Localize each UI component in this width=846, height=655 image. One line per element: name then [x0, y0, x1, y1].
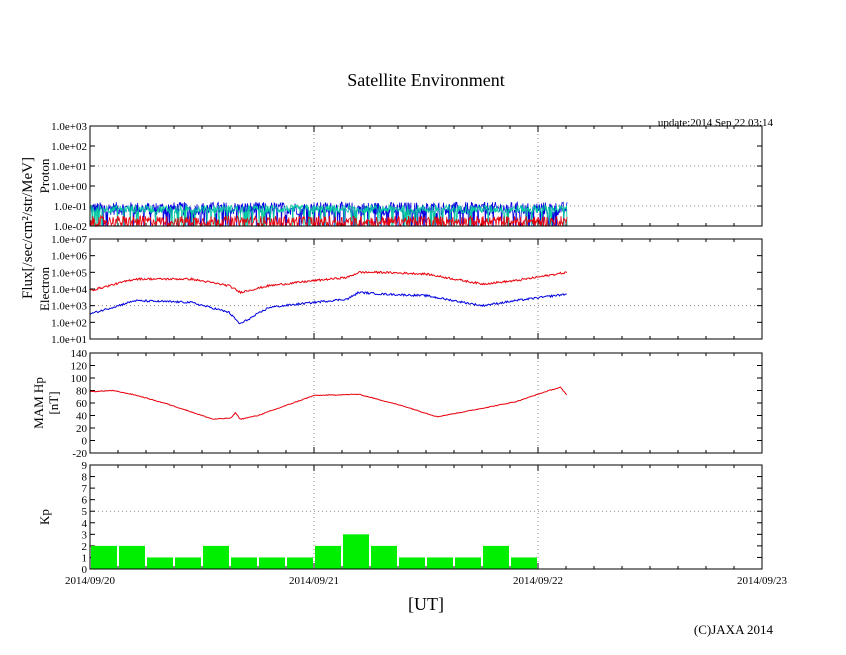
y-tick-label: 0 — [82, 436, 88, 448]
y-tick-label: 1.0e+02 — [51, 317, 87, 329]
kp-bar — [371, 545, 397, 569]
kp-bar — [427, 557, 453, 569]
y-tick-label: 140 — [71, 348, 88, 360]
kp-bar — [259, 557, 285, 569]
x-axis-label: [UT] — [408, 594, 444, 614]
y-tick-label: 6 — [82, 495, 88, 507]
panel-ylabel: Electron — [37, 266, 52, 311]
y-tick-label: 5 — [82, 506, 88, 518]
y-tick-label: 8 — [82, 472, 88, 484]
y-tick-label: 1.0e-02 — [54, 221, 87, 233]
electron-series-red — [89, 270, 568, 295]
x-tick-label: 2014/09/22 — [513, 575, 563, 587]
y-tick-label: 2 — [82, 541, 88, 553]
kp-bar — [91, 545, 117, 569]
proton-series-green — [89, 203, 568, 227]
kp-bar — [231, 557, 257, 569]
panel-ylabel: Kp — [37, 509, 52, 525]
kp-bar — [511, 557, 537, 569]
y-tick-label: 60 — [76, 398, 88, 410]
kp-bar — [455, 557, 481, 569]
y-tick-label: 1.0e+01 — [51, 334, 87, 346]
y-tick-label: 0 — [82, 564, 88, 576]
kp-bar — [483, 545, 509, 569]
y-tick-label: 7 — [82, 483, 88, 495]
kp-bar — [315, 545, 341, 569]
panel-frame — [89, 352, 763, 454]
chart-title: Satellite Environment — [347, 70, 504, 90]
panel-frame — [89, 464, 763, 570]
x-tick-label: 2014/09/21 — [289, 575, 339, 587]
y-tick-label: -20 — [72, 448, 87, 460]
y-tick-label: 1.0e+02 — [51, 141, 87, 153]
kp-bar — [343, 534, 369, 569]
panel-ylabel-unit: [nT] — [46, 391, 61, 414]
y-tick-label: 4 — [82, 518, 88, 530]
panel-frame — [89, 238, 763, 340]
x-tick-label: 2014/09/20 — [65, 575, 116, 587]
kp-bar — [287, 557, 313, 569]
flux-axis-label: Flux[/sec/cm²/str/MeV] — [20, 157, 36, 299]
y-tick-label: 1.0e+03 — [51, 121, 87, 133]
kp-bar — [147, 557, 173, 569]
panel-ylabel: MAM Hp — [31, 377, 46, 429]
panel-ylabel: Proton — [37, 158, 52, 193]
y-tick-label: 20 — [76, 423, 88, 435]
x-tick-label: 2014/09/23 — [737, 575, 788, 587]
y-tick-label: 1.0e+01 — [51, 161, 87, 173]
y-tick-label: 1.0e+06 — [51, 251, 87, 263]
kp-bar — [399, 557, 425, 569]
y-tick-label: 1.0e-01 — [54, 201, 87, 213]
kp-bar — [175, 557, 201, 569]
kp-bar — [119, 545, 145, 569]
panel-proton: 1.0e+03 1.0e+02 1.0e+01 1.0e+00 1.0e-01 1.0e-… — [37, 121, 763, 233]
mam-hp-series-red — [89, 386, 568, 420]
y-tick-label: 9 — [82, 460, 88, 472]
update-timestamp: update:2014 Sep 22 03:14 — [658, 117, 774, 129]
y-tick-label: 80 — [76, 386, 88, 398]
y-tick-label: 40 — [76, 411, 88, 423]
panel-frame — [89, 125, 763, 227]
y-tick-label: 1 — [82, 552, 88, 564]
y-tick-label: 3 — [82, 529, 88, 541]
kp-bar — [203, 545, 229, 569]
y-tick-label: 1.0e+03 — [51, 301, 87, 313]
copyright-text: (C)JAXA 2014 — [694, 622, 774, 637]
electron-series-blue — [89, 290, 567, 325]
y-tick-label: 100 — [71, 373, 88, 385]
y-tick-label: 1.0e+07 — [51, 234, 87, 246]
panel-electron: 1.0e+07 1.0e+06 1.0e+05 1.0e+04 1.0e+03 1.0e+… — [37, 234, 763, 346]
y-tick-label: 1.0e+00 — [51, 181, 87, 193]
y-tick-label: 1.0e+04 — [51, 284, 87, 296]
y-tick-label: 120 — [71, 361, 88, 373]
y-tick-label: 1.0e+05 — [51, 267, 87, 279]
